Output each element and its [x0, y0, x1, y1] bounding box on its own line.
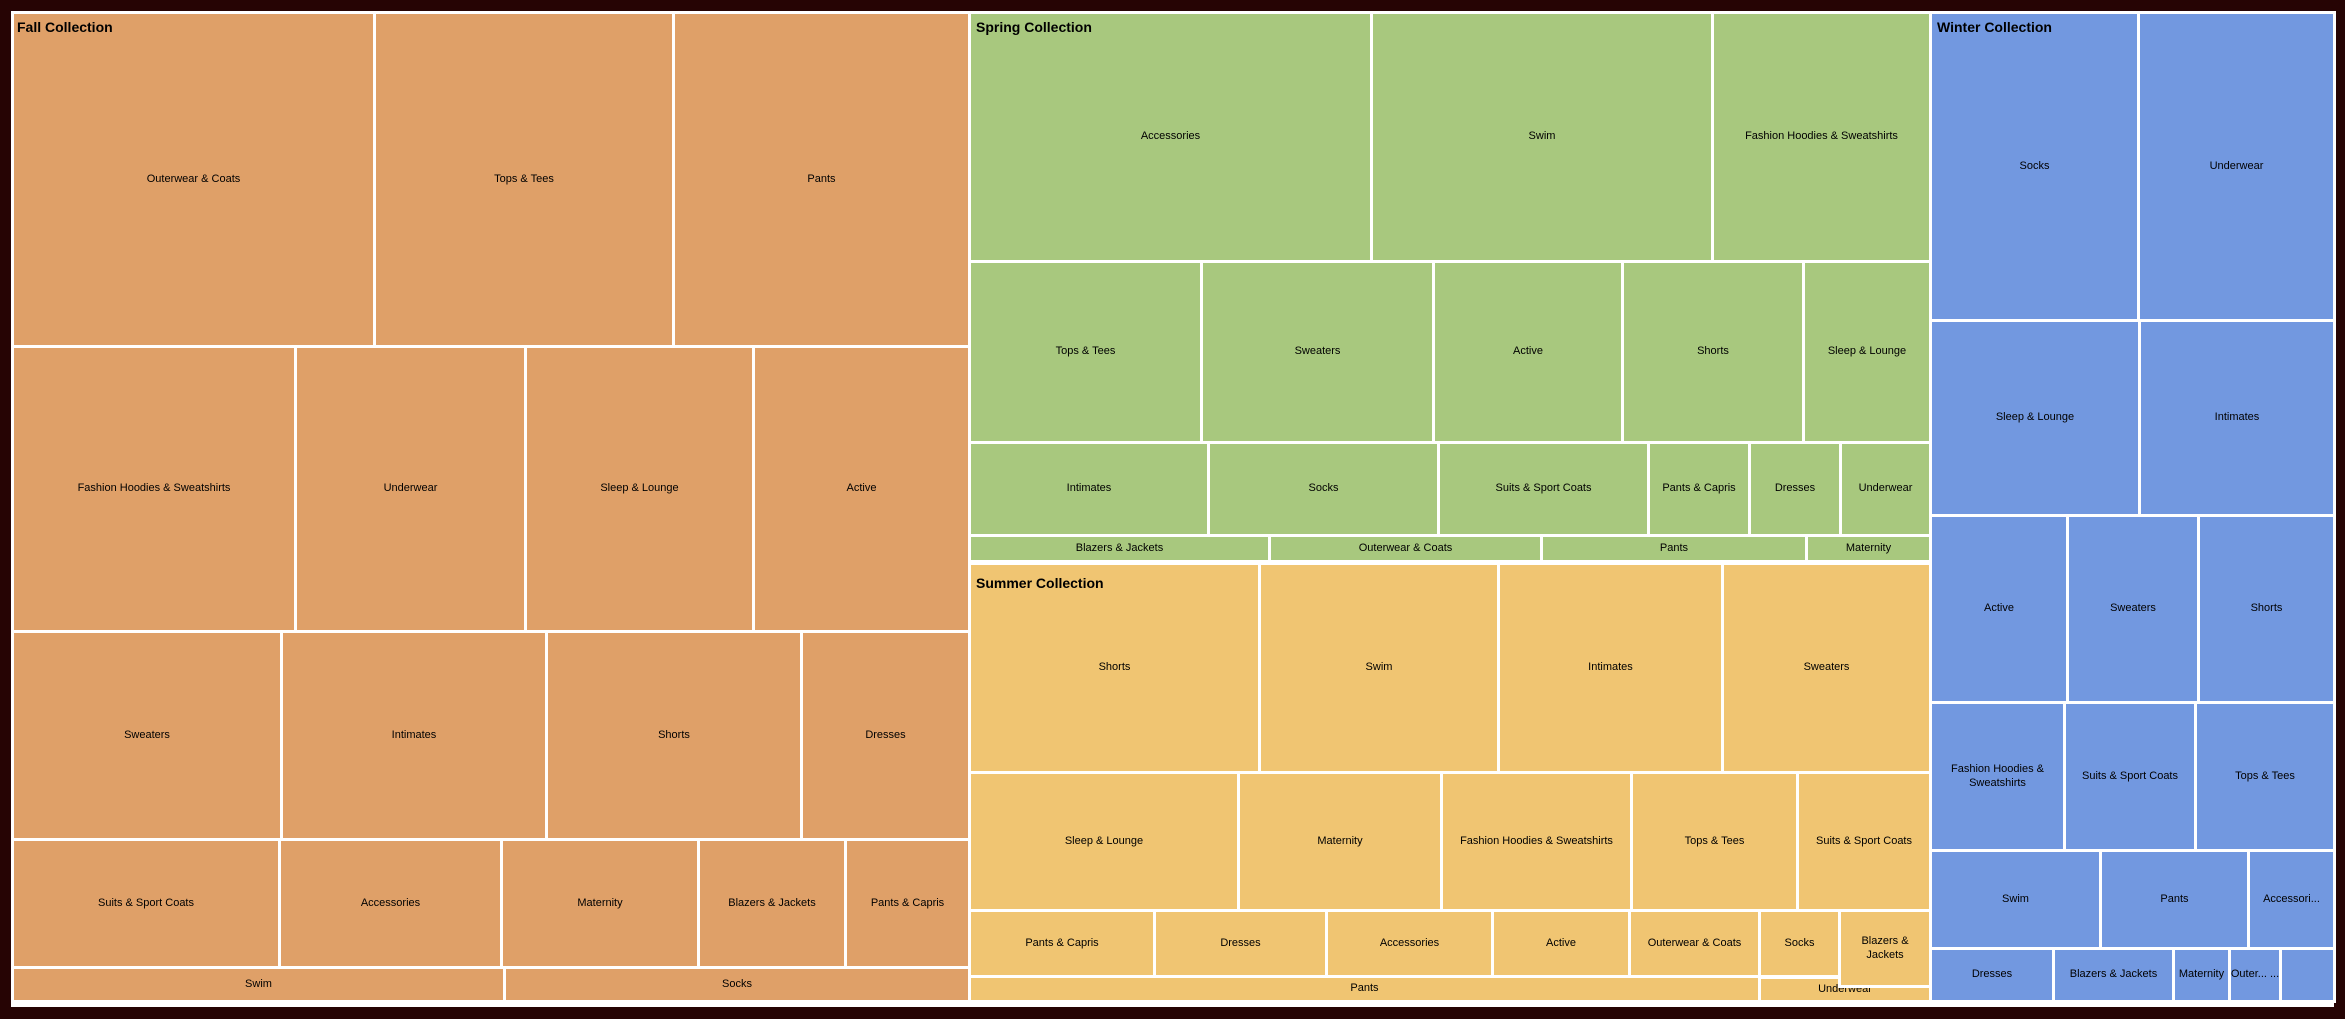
treemap-cell-winter-intimates[interactable]: Intimates	[2141, 322, 2333, 514]
treemap-cell-fall-fashion-hoodies-sweatshirts[interactable]: Fashion Hoodies & Sweatshirts	[14, 348, 294, 630]
treemap-cell-winter-active[interactable]: Active	[1932, 517, 2066, 701]
treemap-cell-summer-sweaters[interactable]: Sweaters	[1724, 565, 1929, 771]
treemap-cell-fall-underwear[interactable]: Underwear	[297, 348, 524, 630]
treemap-cell-winter-suits-sport-coats[interactable]: Suits & Sport Coats	[2066, 704, 2194, 849]
treemap-cell-summer-intimates[interactable]: Intimates	[1500, 565, 1721, 771]
treemap-cell-winter-swim[interactable]: Swim	[1932, 852, 2099, 947]
treemap-cell-fall-shorts[interactable]: Shorts	[548, 633, 800, 838]
treemap-cell-summer-blazers-jackets[interactable]: Blazers & Jackets	[1841, 912, 1929, 985]
treemap-cell-spring-active[interactable]: Active	[1435, 263, 1621, 441]
treemap-cell-summer-maternity[interactable]: Maternity	[1240, 774, 1440, 909]
treemap-cell-fall-swim[interactable]: Swim	[14, 969, 503, 1000]
treemap-cell-fall-sleep-lounge[interactable]: Sleep & Lounge	[527, 348, 752, 630]
treemap-cell-spring-dresses[interactable]: Dresses	[1751, 444, 1839, 534]
treemap-cell-fall-intimates[interactable]: Intimates	[283, 633, 545, 838]
treemap-cell-fall-tops-tees[interactable]: Tops & Tees	[376, 14, 672, 345]
treemap-cell-summer-socks[interactable]: Socks	[1761, 912, 1838, 975]
treemap-cell-spring-suits-sport-coats[interactable]: Suits & Sport Coats	[1440, 444, 1647, 534]
treemap-cell-spring-fashion-hoodies-sweatshirts[interactable]: Fashion Hoodies & Sweatshirts	[1714, 14, 1929, 260]
treemap-cell-spring-socks[interactable]: Socks	[1210, 444, 1437, 534]
treemap-cell-spring-sweaters[interactable]: Sweaters	[1203, 263, 1432, 441]
treemap-cell-summer-suits-sport-coats[interactable]: Suits & Sport Coats	[1799, 774, 1929, 909]
treemap-cell-fall-sweaters[interactable]: Sweaters	[14, 633, 280, 838]
treemap-cell-fall-pants-capris[interactable]: Pants & Capris	[847, 841, 968, 966]
treemap-cell-summer-accessories[interactable]: Accessories	[1328, 912, 1491, 975]
treemap-cell-summer-shorts[interactable]: Shorts	[971, 565, 1258, 771]
treemap-cell-summer-tops-tees[interactable]: Tops & Tees	[1633, 774, 1796, 909]
treemap-cell-spring-shorts[interactable]: Shorts	[1624, 263, 1802, 441]
treemap-cell-winter-outer[interactable]: Outer... ...	[2231, 950, 2279, 1000]
treemap-cell-winter-tops-tees[interactable]: Tops & Tees	[2197, 704, 2333, 849]
treemap-cell-fall-suits-sport-coats[interactable]: Suits & Sport Coats	[14, 841, 278, 966]
treemap-cell-spring-sleep-lounge[interactable]: Sleep & Lounge	[1805, 263, 1929, 441]
treemap-cell-spring-maternity[interactable]: Maternity	[1808, 537, 1929, 560]
treemap-cell-spring-blazers-jackets[interactable]: Blazers & Jackets	[971, 537, 1268, 560]
treemap-cell-winter-sleep-lounge[interactable]: Sleep & Lounge	[1932, 322, 2138, 514]
collection-label-summer-collection[interactable]: Summer Collection	[976, 575, 1104, 591]
collection-label-spring-collection[interactable]: Spring Collection	[976, 19, 1092, 35]
treemap-cell-spring-swim[interactable]: Swim	[1373, 14, 1711, 260]
treemap-cell-spring-outerwear-coats[interactable]: Outerwear & Coats	[1271, 537, 1540, 560]
treemap-cell-winter-socks[interactable]: Socks	[1932, 14, 2137, 319]
treemap-cell-fall-blazers-jackets[interactable]: Blazers & Jackets	[700, 841, 844, 966]
treemap-cell-fall-accessories[interactable]: Accessories	[281, 841, 500, 966]
treemap-cell-spring-underwear[interactable]: Underwear	[1842, 444, 1929, 534]
treemap-cell-winter-sweaters[interactable]: Sweaters	[2069, 517, 2197, 701]
treemap-cell-summer-sleep-lounge[interactable]: Sleep & Lounge	[971, 774, 1237, 909]
collection-label-fall-collection[interactable]: Fall Collection	[17, 19, 113, 35]
treemap-cell-summer-pants[interactable]: Pants	[971, 978, 1758, 1000]
treemap-cell-summer-active[interactable]: Active	[1494, 912, 1628, 975]
treemap-cell-fall-socks[interactable]: Socks	[506, 969, 968, 1000]
treemap-cell-spring-intimates[interactable]: Intimates	[971, 444, 1207, 534]
treemap-cell-winter-underwear[interactable]: Underwear	[2140, 14, 2333, 319]
treemap-cell-summer-dresses[interactable]: Dresses	[1156, 912, 1325, 975]
treemap-cell-summer-pants-capris[interactable]: Pants & Capris	[971, 912, 1153, 975]
treemap-cell-winter-accessori[interactable]: Accessori...	[2250, 852, 2333, 947]
treemap-cell-summer-fashion-hoodies-sweatshirts[interactable]: Fashion Hoodies & Sweatshirts	[1443, 774, 1630, 909]
treemap-cell-spring-accessories[interactable]: Accessories	[971, 14, 1370, 260]
treemap-cell-winter-blazers-jackets[interactable]: Blazers & Jackets	[2055, 950, 2172, 1000]
treemap-cell-fall-dresses[interactable]: Dresses	[803, 633, 968, 838]
collection-label-winter-collection[interactable]: Winter Collection	[1937, 19, 2052, 35]
treemap-cell-winter-fashion-hoodies-sweatshirts[interactable]: Fashion Hoodies & Sweatshirts	[1932, 704, 2063, 849]
treemap-cell-winter-pants[interactable]: Pants	[2102, 852, 2247, 947]
treemap-cell-winter-shorts[interactable]: Shorts	[2200, 517, 2333, 701]
treemap-cell-spring-tops-tees[interactable]: Tops & Tees	[971, 263, 1200, 441]
treemap-cell-summer-swim[interactable]: Swim	[1261, 565, 1497, 771]
treemap-cell-fall-outerwear-coats[interactable]: Outerwear & Coats	[14, 14, 373, 345]
treemap-cell-fall-active[interactable]: Active	[755, 348, 968, 630]
treemap-cell-winter-unlabeled[interactable]	[2282, 950, 2333, 1000]
treemap-cell-winter-maternity[interactable]: Maternity	[2175, 950, 2228, 1000]
treemap-cell-summer-outerwear-coats[interactable]: Outerwear & Coats	[1631, 912, 1758, 975]
treemap-cell-spring-pants[interactable]: Pants	[1543, 537, 1805, 560]
treemap-cell-winter-dresses[interactable]: Dresses	[1932, 950, 2052, 1000]
treemap-cell-fall-maternity[interactable]: Maternity	[503, 841, 697, 966]
treemap-cell-fall-pants[interactable]: Pants	[675, 14, 968, 345]
treemap-cell-spring-pants-capris[interactable]: Pants & Capris	[1650, 444, 1748, 534]
